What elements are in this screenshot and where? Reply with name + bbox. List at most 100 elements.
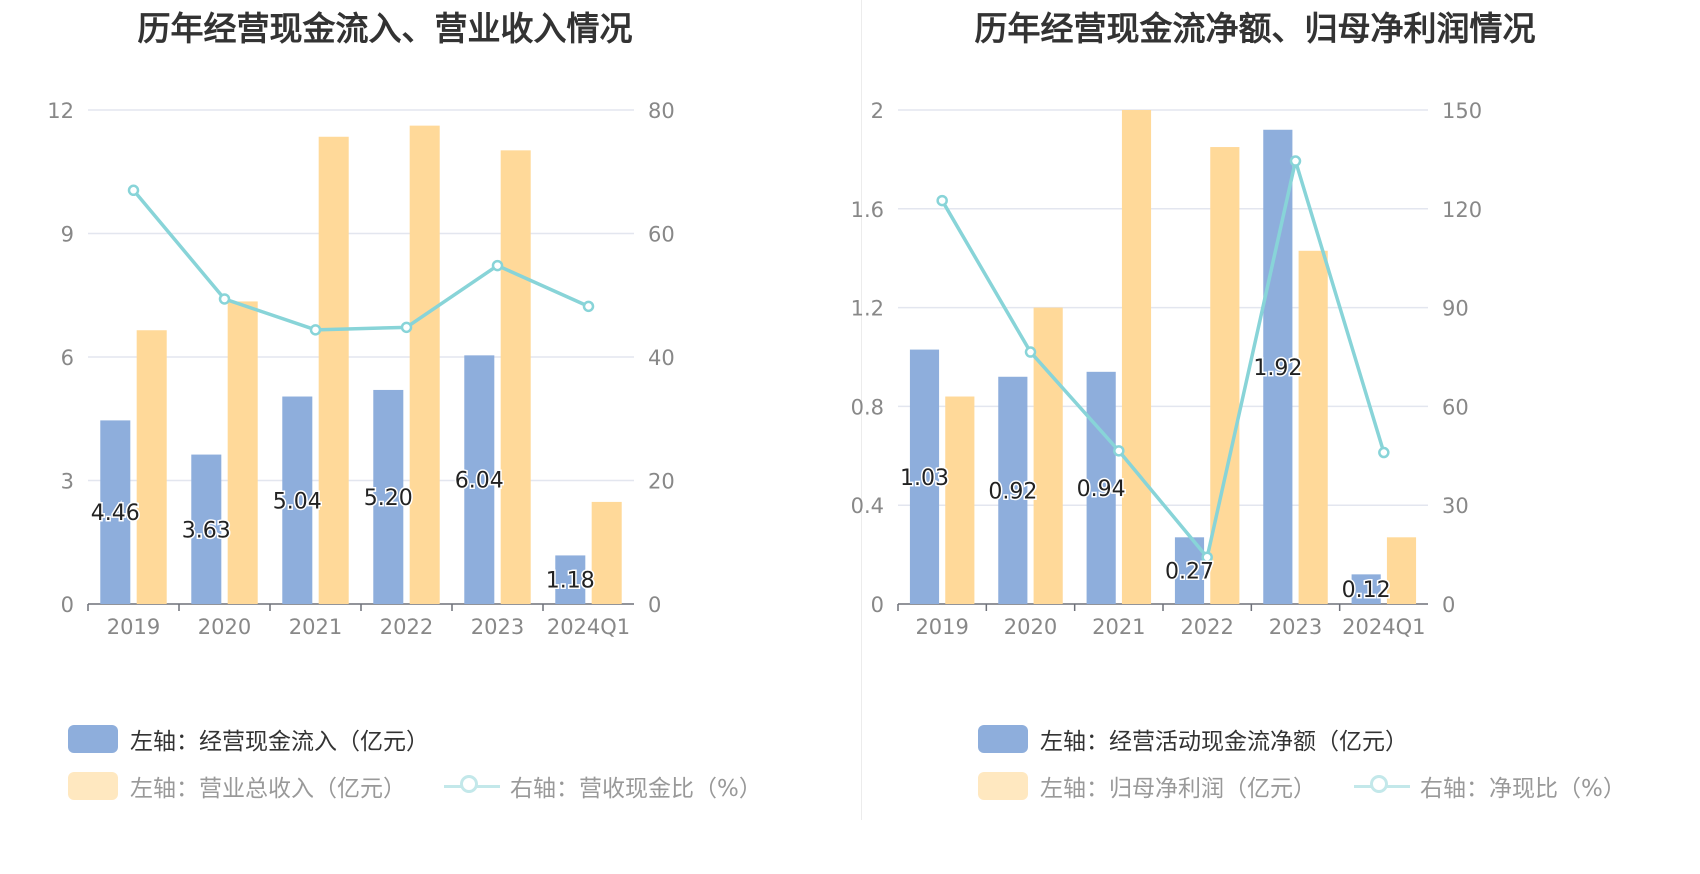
legend-swatch-net-cashflow: [978, 725, 1028, 753]
cashflow-revenue-chart: 0 3 6 9 12 0 20 40 60 80 2019 2020 2021 2022 2023 2024Q…: [47, 99, 675, 639]
y-right-tick-label: 30: [1442, 494, 1469, 518]
net-cashflow-profit-chart: 0 0.4 0.8 1.2 1.6 2 0 30 60 90 120 150 2019 2020 2021 2…: [851, 99, 1483, 639]
bar-secondary-2022: [1210, 147, 1240, 605]
y-left-tick-label: 1.2: [851, 297, 884, 321]
bar-primary-2019: [100, 420, 131, 604]
bar-primary-2021: [282, 396, 313, 604]
legend-item-net-cashflow[interactable]: 左轴：经营活动现金流净额（亿元）: [978, 722, 1408, 756]
bar-data-label: 0.12: [1342, 578, 1391, 603]
legend-item-total-revenue[interactable]: 左轴：营业总收入（亿元）: [68, 769, 406, 803]
legend-item-revenue-cash-ratio[interactable]: 右轴：营收现金比（%）: [444, 769, 762, 803]
legend-label: 右轴：净现比（%）: [1420, 776, 1626, 802]
bar-primary-2024Q1: [1351, 574, 1381, 604]
chart-title: 历年经营现金流净额、归母净利润情况: [974, 9, 1536, 48]
y-left-tick-label: 12: [47, 99, 74, 123]
bar-secondary-2024Q1: [591, 501, 622, 604]
y-left-tick-label: 3: [61, 470, 74, 494]
x-tick-label: 2019: [915, 615, 968, 639]
bar-secondary-2021: [1121, 110, 1152, 604]
bar-primary-2019: [909, 349, 940, 604]
x-tick-label: 2020: [198, 615, 251, 639]
y-right-tick-label: 40: [648, 346, 675, 370]
bar-secondary-2020: [1033, 307, 1063, 604]
x-tick-label: 2023: [1269, 615, 1322, 639]
bar-data-label: 0.27: [1165, 560, 1214, 585]
x-tick-label: 2024Q1: [547, 615, 630, 639]
bar-secondary-2023: [500, 150, 531, 605]
legend-line-swatch: [1354, 772, 1410, 800]
bar-data-label: 3.63: [182, 518, 231, 543]
bar-data-label: 4.46: [91, 501, 140, 526]
legend-item-net-cash-ratio[interactable]: 右轴：净现比（%）: [1354, 769, 1626, 803]
legend-swatch-net-profit: [978, 772, 1028, 800]
bar-data-label: 1.92: [1253, 356, 1302, 381]
ratio-line: [132, 189, 590, 332]
legend-swatch-cash-inflow: [68, 725, 118, 753]
ratio-line-point: [127, 184, 140, 197]
y-left-tick-label: 0.8: [851, 395, 884, 419]
bar-secondary-2022: [409, 125, 440, 604]
y-left-tick-label: 1.6: [851, 198, 884, 222]
ratio-line-point: [1113, 445, 1125, 457]
y-left-tick-label: 0.4: [851, 494, 884, 518]
x-tick-label: 2024Q1: [1342, 615, 1425, 639]
ratio-line-point: [1024, 346, 1037, 358]
legend-label: 左轴：归母净利润（亿元）: [1040, 776, 1316, 802]
cashflow-revenue-chart-panel: 历年经营现金流入、营业收入情况 0 3 6 9 12 0 20 40 60 80 2019 2020 2…: [47, 9, 762, 803]
bar-data-label: 0.94: [1077, 477, 1126, 502]
legend-line-swatch: [444, 772, 500, 800]
y-right-tick-label: 80: [648, 99, 675, 123]
x-tick-label: 2022: [1180, 615, 1233, 639]
y-right-tick-label: 90: [1442, 297, 1469, 321]
bar-primary-2020: [998, 376, 1028, 604]
y-right-tick-label: 120: [1442, 198, 1482, 222]
x-tick-label: 2023: [471, 615, 524, 639]
bar-data-label: 6.04: [455, 469, 504, 494]
x-tick-label: 2019: [107, 615, 160, 639]
bar-secondary-2019: [945, 396, 975, 604]
bar-data-label: 1.18: [546, 569, 595, 594]
net-cashflow-profit-chart-panel: 历年经营现金流净额、归母净利润情况 0 0.4 0.8 1.2 1.6 2 0 30 60 90 1…: [850, 0, 1700, 874]
bar-data-label: 5.04: [273, 489, 322, 514]
bar-primary-2020: [191, 454, 222, 604]
ratio-line-point: [400, 321, 413, 334]
y-left-tick-label: 6: [61, 346, 74, 370]
x-tick-label: 2022: [380, 615, 433, 639]
panel-divider: [861, 0, 862, 820]
legend-item-net-profit[interactable]: 左轴：归母净利润（亿元）: [978, 769, 1316, 803]
bar-secondary-2023: [1298, 250, 1328, 605]
bar-data-label: 5.20: [364, 486, 413, 511]
y-right-tick-label: 60: [648, 223, 675, 247]
x-tick-label: 2021: [289, 615, 342, 639]
ratio-line-point: [1289, 155, 1302, 167]
bar-primary-2023: [1263, 129, 1293, 604]
legend-label: 左轴：经营活动现金流净额（亿元）: [1040, 729, 1408, 755]
ratio-line-point: [309, 324, 322, 336]
chart-title: 历年经营现金流入、营业收入情况: [137, 9, 633, 48]
y-right-tick-label: 0: [1442, 593, 1455, 617]
bar-primary-2022: [373, 389, 404, 604]
legend-label: 左轴：营业总收入（亿元）: [130, 776, 406, 802]
bar-secondary-2024Q1: [1386, 537, 1417, 604]
bar-data-label: 0.92: [988, 479, 1037, 504]
ratio-line-point: [1201, 551, 1213, 563]
y-left-tick-label: 9: [61, 223, 74, 247]
bar-data-label: 1.03: [900, 466, 949, 491]
y-right-tick-label: 60: [1442, 395, 1469, 419]
ratio-line-point: [582, 300, 595, 313]
ratio-line-point: [936, 194, 948, 207]
ratio-line: [940, 159, 1386, 559]
bar-secondary-2021: [318, 136, 349, 604]
x-tick-label: 2021: [1092, 615, 1145, 639]
bar-secondary-2019: [136, 330, 167, 604]
legend-swatch-total-revenue: [68, 772, 118, 800]
ratio-line-point: [218, 293, 231, 305]
y-right-tick-label: 150: [1442, 99, 1482, 123]
ratio-line-point: [491, 259, 504, 272]
y-left-tick-label: 0: [61, 593, 74, 617]
bar-secondary-2020: [227, 301, 258, 604]
y-left-tick-label: 0: [871, 593, 884, 617]
legend-item-cash-inflow[interactable]: 左轴：经营现金流入（亿元）: [68, 722, 429, 756]
ratio-line-point: [1378, 446, 1390, 459]
y-left-tick-label: 2: [871, 99, 884, 123]
